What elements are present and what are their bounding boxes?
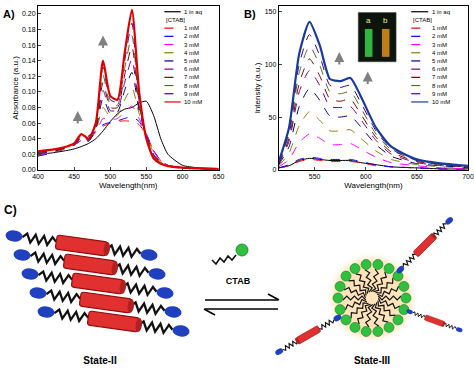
svg-text:0.18: 0.18	[22, 26, 36, 33]
svg-text:1 mM: 1 mM	[432, 25, 447, 31]
svg-text:9 mM: 9 mM	[432, 91, 447, 97]
svg-text:8 mM: 8 mM	[432, 83, 447, 89]
svg-text:0.04: 0.04	[22, 135, 36, 142]
svg-text:3 mM: 3 mM	[432, 42, 447, 48]
svg-text:1 mM: 1 mM	[184, 25, 199, 31]
svg-text:650: 650	[411, 173, 423, 180]
svg-text:1 in aq: 1 in aq	[184, 9, 202, 15]
svg-text:0.14: 0.14	[22, 57, 36, 64]
svg-text:0.20: 0.20	[22, 10, 36, 17]
svg-text:Wavelength(nm): Wavelength(nm)	[344, 181, 403, 190]
svg-text:550: 550	[309, 173, 321, 180]
svg-text:0.12: 0.12	[22, 73, 36, 80]
svg-text:450: 450	[68, 173, 80, 180]
svg-text:6 mM: 6 mM	[184, 66, 199, 72]
svg-text:0.16: 0.16	[22, 42, 36, 49]
svg-text:7 mM: 7 mM	[184, 74, 199, 80]
svg-text:7 mM: 7 mM	[432, 74, 447, 80]
svg-text:Wavelength(nm): Wavelength(nm)	[99, 181, 158, 190]
svg-text:150: 150	[265, 8, 277, 15]
svg-text:0.02: 0.02	[22, 151, 36, 158]
svg-text:9 mM: 9 mM	[184, 91, 199, 97]
svg-text:2 mM: 2 mM	[184, 33, 199, 39]
svg-text:Absorbance (a.u.): Absorbance (a.u.)	[11, 56, 20, 120]
svg-text:600: 600	[177, 173, 189, 180]
svg-text:4 mM: 4 mM	[432, 50, 447, 56]
svg-text:1 in aq: 1 in aq	[432, 9, 450, 15]
svg-text:8 mM: 8 mM	[184, 83, 199, 89]
svg-text:400: 400	[32, 173, 44, 180]
svg-text:0.10: 0.10	[22, 88, 36, 95]
svg-text:2 mM: 2 mM	[432, 33, 447, 39]
svg-text:0.08: 0.08	[22, 104, 36, 111]
svg-text:State-III: State-III	[354, 355, 390, 366]
svg-text:0.00: 0.00	[22, 166, 36, 173]
svg-text:0.06: 0.06	[22, 120, 36, 127]
svg-text:3 mM: 3 mM	[184, 42, 199, 48]
svg-text:b: b	[383, 16, 388, 25]
svg-text:4 mM: 4 mM	[184, 50, 199, 56]
svg-text:600: 600	[360, 173, 372, 180]
svg-text:[CTAB]: [CTAB]	[413, 17, 432, 23]
svg-text:700: 700	[462, 173, 474, 180]
svg-text:C): C)	[4, 203, 17, 217]
svg-text:5 mM: 5 mM	[184, 58, 199, 64]
svg-text:500: 500	[104, 173, 116, 180]
svg-text:50: 50	[269, 114, 277, 121]
svg-text:650: 650	[213, 173, 225, 180]
svg-text:100: 100	[265, 61, 277, 68]
svg-text:550: 550	[141, 173, 153, 180]
svg-text:10 mM: 10 mM	[184, 99, 202, 105]
svg-text:6 mM: 6 mM	[432, 66, 447, 72]
svg-text:A): A)	[3, 8, 15, 20]
svg-text:5 mM: 5 mM	[432, 58, 447, 64]
svg-text:[CTAB]: [CTAB]	[166, 17, 185, 23]
svg-text:CTAB: CTAB	[226, 276, 251, 286]
svg-text:State-II: State-II	[83, 355, 117, 366]
svg-text:Intensity (a.u.): Intensity (a.u.)	[253, 62, 262, 113]
svg-text:B): B)	[244, 8, 256, 20]
svg-text:0: 0	[272, 166, 276, 173]
svg-text:a: a	[366, 16, 371, 25]
svg-text:10 mM: 10 mM	[432, 99, 450, 105]
